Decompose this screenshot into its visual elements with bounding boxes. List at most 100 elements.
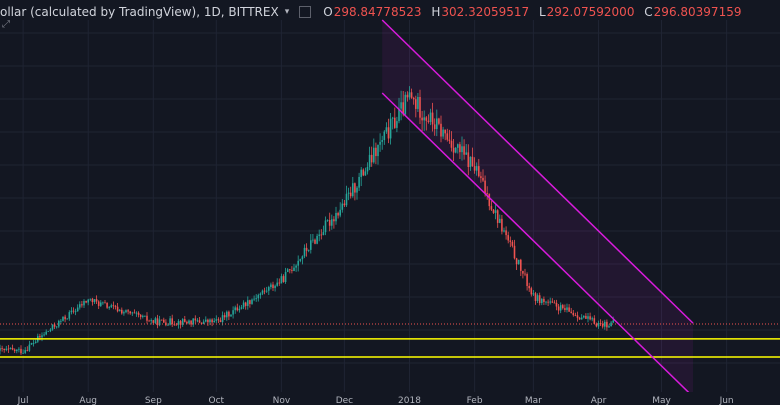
candle [545,300,547,305]
time-axis-label: Jul [17,396,29,405]
candle [226,310,228,321]
candle [387,118,390,144]
candle [608,324,610,328]
candle [221,311,224,326]
candle [415,95,417,118]
candle [471,147,474,167]
candle [511,239,514,248]
open-value: 298.84778523 [333,5,422,19]
candle [295,264,297,272]
candle [515,257,518,271]
symbol-title[interactable]: ollar (calculated by TradingView), 1D, B… [0,5,279,19]
candle [228,310,230,320]
candle [375,142,377,165]
candle [24,347,26,355]
candle [219,317,222,323]
candle [486,186,488,200]
candle [135,311,138,317]
candle [158,315,161,327]
square-icon[interactable] [299,6,312,18]
candle [274,284,276,292]
candle [322,225,325,236]
candle [68,310,71,321]
candle [16,349,18,354]
candle [356,186,358,200]
expand-icon[interactable]: ⤢ [2,19,10,30]
candle [360,166,362,187]
candle [423,110,425,131]
candle [601,320,604,329]
candle [469,156,472,171]
candle [448,129,451,144]
candle [43,331,45,337]
candle [347,187,350,201]
candle [244,301,247,310]
candle [352,176,354,198]
candle [410,88,413,99]
candle [129,310,131,315]
candle [32,339,35,347]
candle [490,201,493,212]
candle [463,139,465,160]
candle [482,169,484,182]
candle [253,295,255,302]
candle [293,263,295,272]
candle [494,204,497,220]
candle [1,345,3,352]
candle [127,308,129,315]
candle [169,315,171,326]
candle [522,270,524,279]
candle [547,299,549,306]
candle [76,304,79,312]
candle [404,91,407,117]
candle [47,330,50,332]
candle [406,91,409,102]
candle [184,315,186,323]
candle [116,303,119,313]
candle [171,314,173,327]
candle [125,309,127,314]
channel-lower-line[interactable] [381,92,694,398]
candle [247,296,249,310]
candle [305,243,308,257]
candle [0,344,1,355]
candle [249,299,251,308]
candle [45,329,47,336]
candle [465,144,467,155]
candle [34,339,37,344]
candle [520,258,522,277]
candle [3,348,5,353]
candle [530,286,533,297]
candle [139,314,142,320]
candle [146,312,148,324]
candle [175,322,178,326]
candle [230,314,232,317]
candle [328,212,331,232]
candle [81,300,83,308]
candle [444,129,446,141]
candle [467,144,470,176]
candle [606,319,608,331]
candle [368,146,371,171]
candle [610,320,612,327]
caret-down-icon[interactable]: ▾ [284,7,290,17]
candle [95,295,98,304]
candle [257,293,260,302]
candle [580,314,583,320]
candle [591,316,593,322]
candle [261,289,264,296]
candle [377,144,379,165]
candle [154,316,157,325]
candle [492,208,495,215]
candle [559,302,562,314]
candle [452,139,455,162]
channel-upper-line[interactable] [381,19,694,324]
candle [242,300,245,310]
candle [572,310,575,317]
time-axis[interactable]: Jul Aug Sep Oct Nov Dec 2018 Feb Mar Apr May Jun [17,396,734,405]
high-value: 302.32059517 [441,5,530,19]
candle [66,318,68,320]
